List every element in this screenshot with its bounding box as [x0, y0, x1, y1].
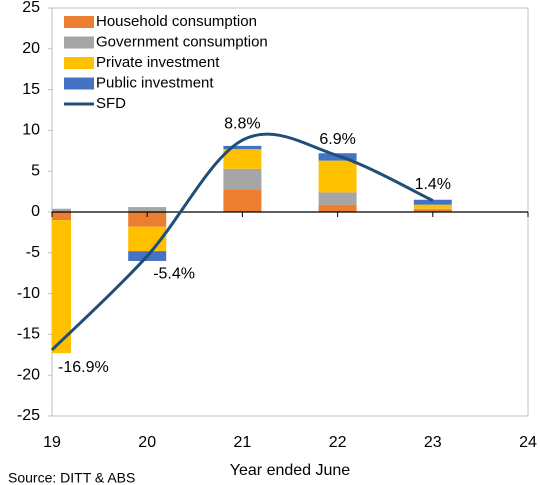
y-tick-label: 0 — [31, 203, 40, 220]
legend-label: SFD — [96, 95, 126, 112]
bar — [413, 208, 452, 210]
bar — [128, 212, 167, 227]
x-axis-label: Year ended June — [230, 462, 351, 479]
y-tick-label: -10 — [17, 285, 40, 302]
y-tick-label: 20 — [22, 40, 40, 57]
y-tick-label: 25 — [22, 0, 40, 16]
y-tick-label: -5 — [26, 244, 40, 261]
y-tick-label: 10 — [22, 122, 40, 139]
bar — [223, 149, 262, 169]
x-tick-label: 19 — [43, 434, 61, 451]
x-tick-label: 23 — [424, 434, 442, 451]
bar — [128, 207, 167, 212]
data-label: -5.4% — [153, 265, 195, 282]
bar — [318, 192, 357, 205]
bar — [223, 145, 262, 150]
legend-swatch — [64, 77, 94, 90]
bar — [52, 208, 71, 212]
bar — [318, 160, 357, 193]
legend-label: Government consumption — [96, 33, 268, 50]
legend-swatch — [64, 36, 94, 49]
source-note: Source: DITT & ABS — [8, 470, 135, 485]
x-tick-label: 20 — [138, 434, 156, 451]
legend-label: Public investment — [96, 74, 214, 91]
bar — [52, 212, 71, 221]
x-tick-label: 24 — [519, 434, 537, 451]
legend-swatch — [64, 57, 94, 69]
y-tick-label: -15 — [17, 326, 40, 343]
bar — [52, 220, 71, 354]
legend-label: Private investment — [96, 54, 220, 71]
data-label: 8.8% — [224, 115, 260, 132]
bar — [413, 204, 452, 209]
bars — [52, 145, 452, 354]
data-label: -16.9% — [58, 359, 109, 376]
legend-swatch — [64, 16, 94, 28]
y-tick-label: -25 — [17, 407, 40, 424]
legend-label: Household consumption — [96, 13, 257, 30]
data-label: 6.9% — [319, 131, 355, 148]
bar — [318, 204, 357, 212]
bar — [223, 189, 262, 212]
x-tick-label: 22 — [329, 434, 347, 451]
line — [50, 132, 434, 351]
bar — [413, 209, 452, 212]
x-tick-label: 21 — [234, 434, 252, 451]
y-tick-label: 15 — [22, 81, 40, 98]
data-label: 1.4% — [415, 176, 451, 193]
bar — [223, 168, 262, 190]
y-tick-label: 5 — [31, 162, 40, 179]
bar — [413, 199, 452, 205]
y-tick-label: -20 — [17, 366, 40, 383]
